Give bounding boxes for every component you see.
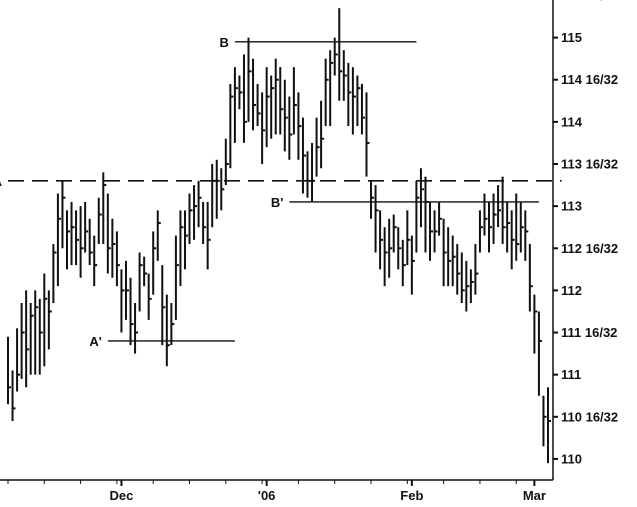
annotation-label: A [0, 174, 3, 189]
y-tick-label: 114 16/32 [561, 72, 618, 87]
y-tick-label: 114 [561, 114, 583, 129]
annotation-label: B [220, 35, 229, 50]
y-axis-ticks: 110 110 16/32 111 111 16/32 112 112 16/32 113 1… [553, 0, 618, 466]
x-tick-label: Feb [400, 488, 423, 503]
y-tick-label: 110 [561, 451, 582, 466]
y-tick-label: 110 16/32 [561, 409, 618, 424]
x-tick-label: '06 [258, 488, 276, 503]
y-tick-label: 111 16/32 [561, 325, 617, 340]
x-axis-ticks: Dec '06 Feb Mar [7, 480, 546, 503]
y-tick-label: 115 [561, 30, 582, 45]
x-tick-label: Dec [110, 488, 134, 503]
y-tick-label: 112 16/32 [561, 241, 618, 256]
annotation-label: B' [271, 195, 283, 210]
y-tick-label: 115 16/32 [561, 0, 618, 3]
y-tick-label: 112 [561, 283, 582, 298]
x-tick-label: Mar [523, 488, 546, 503]
y-tick-label: 113 16/32 [561, 157, 618, 172]
annotation-label: A' [89, 334, 101, 349]
annotation-labels: A B B' A' [0, 35, 283, 349]
y-tick-label: 111 [561, 367, 581, 382]
price-bars [7, 8, 551, 464]
y-tick-label: 113 [561, 199, 582, 214]
